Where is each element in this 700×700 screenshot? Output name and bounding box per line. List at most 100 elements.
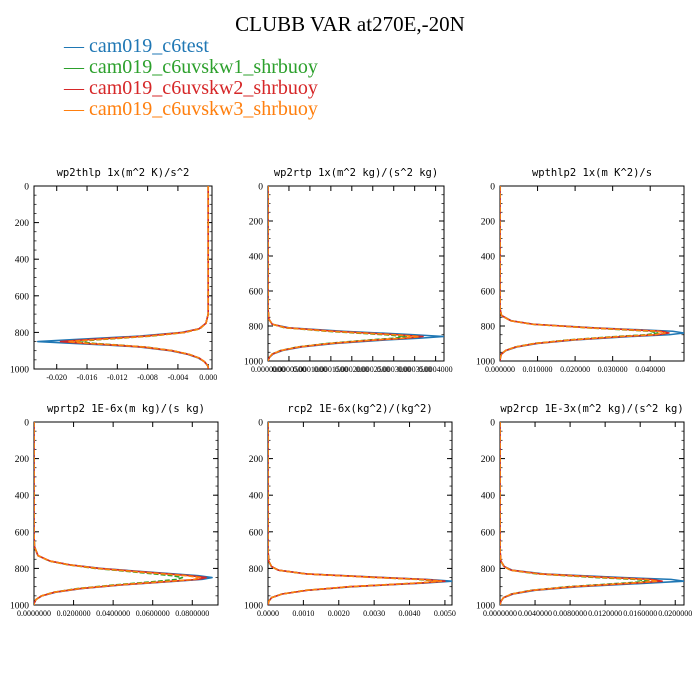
plot-frame — [267, 421, 453, 606]
x-tick-label: 0.0000000 — [251, 365, 285, 374]
x-tick-label: 0.020000 — [560, 365, 590, 374]
panel-title: wp2thlp 1x(m^2 K)/s^2 — [57, 167, 190, 179]
y-tick-label: 600 — [249, 528, 264, 538]
x-tick-label: 0.0120000 — [588, 609, 622, 618]
panel-title: rcp2 1E-6x(kg^2)/(kg^2) — [287, 403, 432, 415]
panel-title: wp2rtp 1x(m^2 kg)/(s^2 kg) — [274, 167, 438, 179]
y-tick-label: 400 — [481, 253, 496, 263]
x-tick-label: 0.040000 — [635, 365, 665, 374]
series-line — [67, 186, 210, 369]
series-line — [500, 186, 667, 361]
x-tick-label: 0.0002500 — [356, 365, 390, 374]
x-tick-label: 0.030000 — [598, 365, 628, 374]
x-tick-label: 0.0030 — [363, 609, 385, 618]
x-tick-label: 0.0040000 — [518, 609, 552, 618]
figure-title: CLUBB VAR at270E,-20N — [235, 12, 465, 36]
legend-item: — cam019_c6test — [64, 36, 318, 57]
y-tick-label: 600 — [15, 528, 30, 538]
series-line — [268, 422, 443, 605]
x-tick-label: 0.0020 — [328, 609, 350, 618]
x-tick-label: 0.0002000 — [335, 365, 369, 374]
x-tick-label: 0.0800000 — [175, 609, 209, 618]
legend-item: — cam019_c6uvskw1_shrbuoy — [64, 57, 318, 78]
y-tick-label: 200 — [249, 455, 264, 465]
y-tick-label: 800 — [481, 565, 496, 575]
x-tick-label: -0.020 — [46, 373, 67, 382]
legend: — cam019_c6test — cam019_c6uvskw1_shrbuo… — [64, 36, 318, 120]
y-tick-label: 600 — [481, 288, 496, 298]
x-tick-label: 0.0050 — [434, 609, 456, 618]
y-tick-label: 1000 — [244, 358, 263, 368]
series-line — [268, 422, 446, 605]
x-tick-label: 0.0010 — [292, 609, 314, 618]
x-tick-label: 0.0000000 — [17, 609, 51, 618]
legend-label: cam019_c6test — [89, 35, 209, 57]
panel-title: wp2rcp 1E-3x(m^2 kg)/(s^2 kg) — [500, 403, 683, 415]
y-tick-label: 0 — [490, 419, 495, 429]
y-tick-label: 400 — [15, 256, 30, 266]
series-line — [34, 422, 213, 605]
legend-label: cam019_c6uvskw2_shrbuoy — [89, 77, 318, 99]
y-tick-label: 1000 — [476, 358, 495, 368]
y-tick-label: 200 — [15, 455, 30, 465]
y-tick-label: 400 — [481, 492, 496, 502]
series-line — [268, 186, 444, 361]
x-tick-label: 0.0400000 — [96, 609, 130, 618]
y-tick-label: 200 — [481, 455, 496, 465]
legend-item: — cam019_c6uvskw3_shrbuoy — [64, 99, 318, 120]
y-tick-label: 0 — [258, 183, 263, 193]
x-tick-label: 0.000000 — [485, 365, 515, 374]
panel-title: wpthlp2 1x(m K^2)/s — [532, 167, 652, 179]
series-line — [268, 422, 452, 605]
x-tick-label: -0.004 — [168, 373, 189, 382]
y-tick-label: 0 — [258, 419, 263, 429]
y-tick-label: 1000 — [10, 366, 29, 376]
y-tick-label: 800 — [15, 565, 30, 575]
y-tick-label: 400 — [249, 492, 264, 502]
series-line — [268, 186, 420, 361]
legend-label: cam019_c6uvskw1_shrbuoy — [89, 56, 318, 78]
y-tick-label: 400 — [249, 253, 264, 263]
y-tick-label: 1000 — [10, 602, 29, 612]
x-tick-label: 0.0160000 — [623, 609, 657, 618]
y-tick-label: 1000 — [244, 602, 263, 612]
y-tick-label: 200 — [15, 219, 30, 229]
x-tick-label: 0.0004000 — [419, 365, 453, 374]
x-tick-label: 0.0000000 — [483, 609, 517, 618]
y-tick-label: 800 — [15, 329, 30, 339]
x-tick-label: 0.0080000 — [553, 609, 587, 618]
legend-item: — cam019_c6uvskw2_shrbuoy — [64, 78, 318, 99]
x-tick-label: -0.016 — [77, 373, 98, 382]
y-tick-label: 600 — [481, 528, 496, 538]
y-tick-label: 200 — [481, 218, 496, 228]
x-tick-label: 0.0001000 — [293, 365, 327, 374]
y-tick-label: 800 — [249, 323, 264, 333]
x-tick-label: -0.008 — [137, 373, 158, 382]
x-tick-label: 0.0200000 — [57, 609, 91, 618]
series-line — [34, 422, 201, 605]
series-line — [74, 186, 210, 369]
series-line — [500, 422, 659, 605]
x-tick-label: 0.0003000 — [377, 365, 411, 374]
x-tick-label: 0.0600000 — [136, 609, 170, 618]
x-tick-label: 0.000 — [199, 373, 217, 382]
y-tick-label: 600 — [249, 288, 264, 298]
x-tick-label: 0.0001500 — [314, 365, 348, 374]
legend-line-icon: — — [64, 98, 89, 120]
y-tick-label: 800 — [249, 565, 264, 575]
x-tick-label: -0.012 — [107, 373, 128, 382]
series-line — [268, 422, 443, 605]
x-tick-label: 0.010000 — [523, 365, 553, 374]
legend-line-icon: — — [64, 56, 89, 78]
legend-line-icon: — — [64, 77, 89, 99]
legend-label: cam019_c6uvskw3_shrbuoy — [89, 98, 318, 120]
y-tick-label: 1000 — [476, 602, 495, 612]
x-tick-label: 0.0040 — [399, 609, 421, 618]
x-tick-label: 0.0000500 — [272, 365, 306, 374]
y-tick-label: 800 — [481, 323, 496, 333]
legend-line-icon: — — [64, 35, 89, 57]
y-tick-label: 200 — [249, 218, 264, 228]
x-tick-label: 0.0000 — [257, 609, 279, 618]
y-tick-label: 600 — [15, 292, 30, 302]
series-line — [500, 186, 670, 361]
